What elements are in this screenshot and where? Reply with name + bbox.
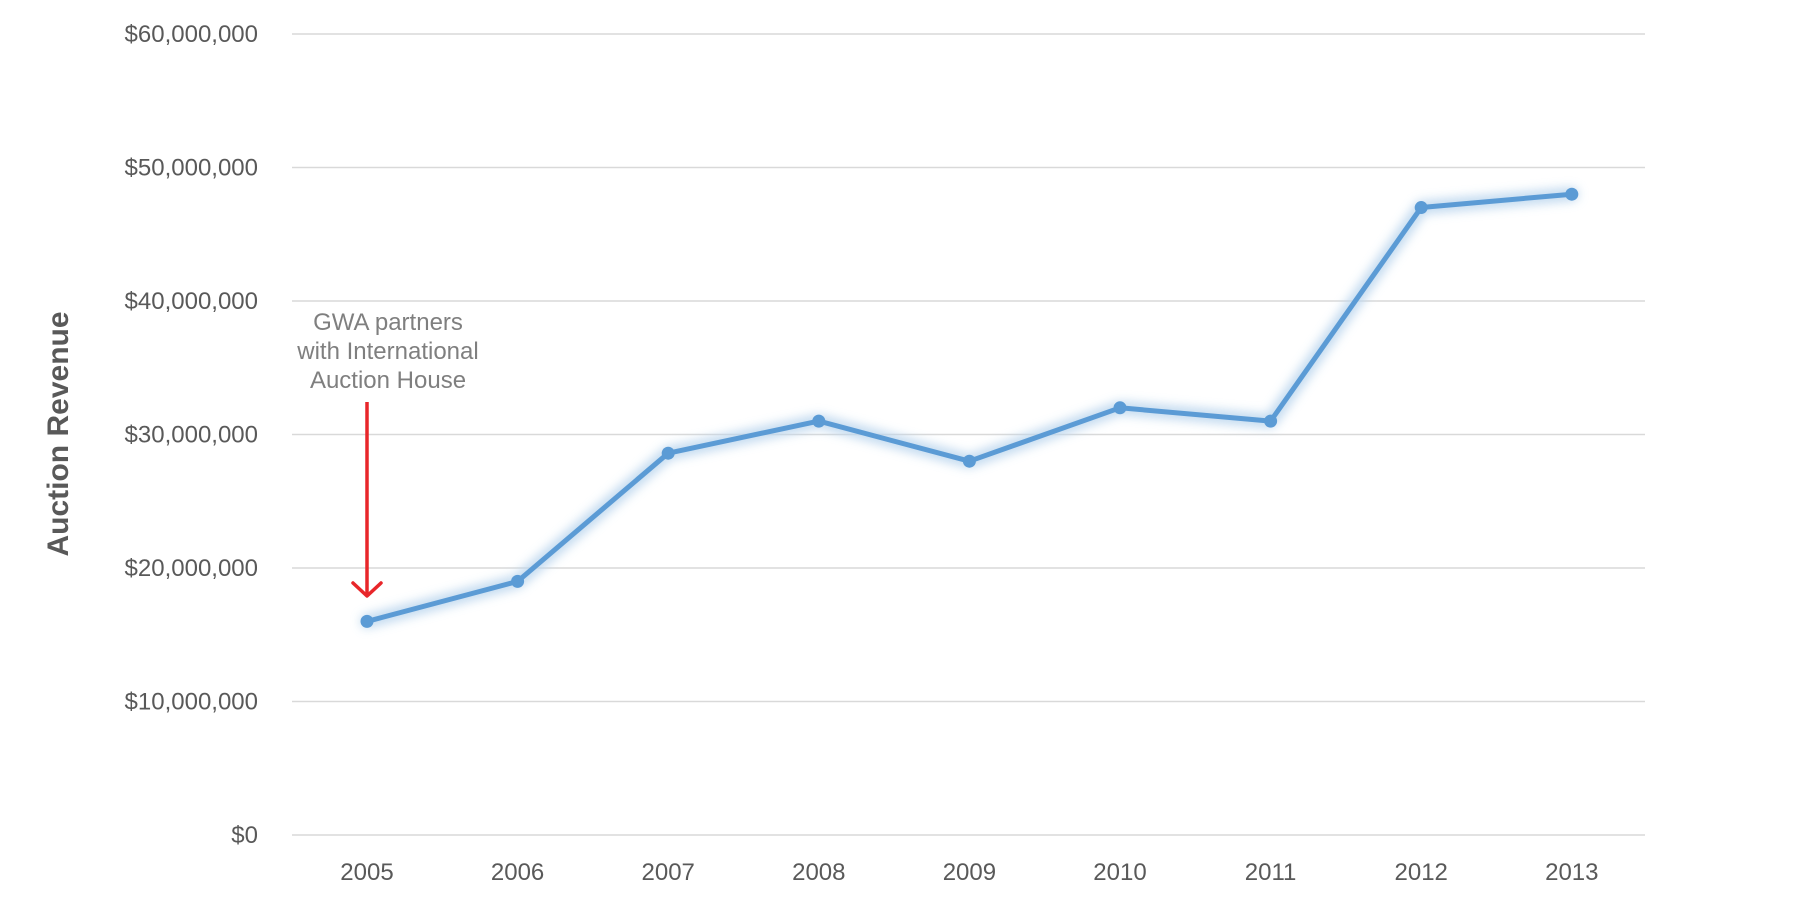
gridlines [292,33,1645,836]
annotation-line-2: with International [296,338,478,365]
x-tick-label: 2006 [491,859,544,886]
x-tick-label: 2010 [1093,859,1146,886]
y-tick-label: $30,000,000 [125,422,258,449]
annotation-arrow [351,402,383,598]
data-point [1264,414,1278,428]
annotation-line-3: Auction House [310,367,466,394]
x-tick-label: 2012 [1395,859,1448,886]
data-point [1414,201,1428,215]
data-point [1113,401,1127,415]
x-tick-label: 2013 [1545,859,1598,886]
annotation-line-1: GWA partners [313,309,463,336]
annotation: GWA partners with International Auction … [296,309,479,598]
arrow-head [351,581,383,598]
y-tick-label: $20,000,000 [125,555,258,582]
y-tick-label: $0 [231,822,258,849]
y-axis-label: Auction Revenue [42,311,75,556]
y-tick-label: $50,000,000 [125,155,258,182]
data-point [360,614,374,628]
x-axis-ticks: 2005 2006 2007 2008 2009 2010 2011 2012 2013 [340,859,1598,886]
x-tick-label: 2005 [340,859,393,886]
x-tick-label: 2008 [792,859,845,886]
series-group [360,187,1579,629]
data-point [511,574,525,588]
x-tick-label: 2007 [642,859,695,886]
data-point [812,414,826,428]
y-axis-ticks: $0 $10,000,000 $20,000,000 $30,000,000 $40,0… [125,21,258,849]
data-point [1565,187,1579,201]
x-tick-label: 2011 [1245,859,1297,886]
y-tick-label: $60,000,000 [125,21,258,48]
data-point [962,454,976,468]
x-tick-label: 2009 [943,859,996,886]
y-tick-label: $40,000,000 [125,288,258,315]
y-tick-label: $10,000,000 [125,689,258,716]
data-point [661,446,675,460]
